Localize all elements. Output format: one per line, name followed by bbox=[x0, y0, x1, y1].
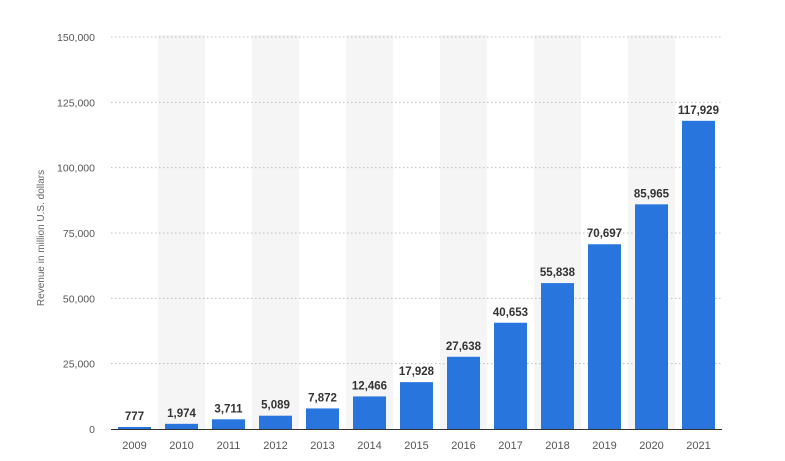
x-tick-label-2009: 2009 bbox=[122, 440, 146, 452]
y-tick-label: 25,000 bbox=[63, 359, 95, 371]
x-tick-label-2021: 2021 bbox=[686, 440, 710, 452]
data-label-2015: 17,928 bbox=[399, 366, 435, 378]
x-tick-label-2018: 2018 bbox=[545, 440, 569, 452]
data-labels: 777 1,974 3,711 5,089 7,872 12,466 17,928 27,63… bbox=[125, 105, 719, 423]
data-label-2012: 5,089 bbox=[261, 400, 290, 412]
bar-2015 bbox=[400, 382, 433, 429]
data-label-2018: 55,838 bbox=[540, 267, 576, 279]
column-shade bbox=[158, 35, 205, 429]
x-tick-label-2013: 2013 bbox=[310, 440, 334, 452]
y-tick-label: 100,000 bbox=[57, 163, 95, 175]
gridlines bbox=[111, 36, 722, 365]
column-shade bbox=[346, 35, 393, 429]
y-tick-label: 150,000 bbox=[57, 32, 95, 44]
y-tick-label: 125,000 bbox=[57, 97, 95, 109]
column-shade bbox=[252, 35, 299, 429]
data-label-2016: 27,638 bbox=[446, 341, 482, 353]
data-label-2017: 40,653 bbox=[493, 307, 528, 319]
x-tick-label-2014: 2014 bbox=[357, 440, 381, 452]
x-axis-ticks: 2009 2010 2011 2012 2013 2014 2015 2016 2017 2018… bbox=[122, 440, 710, 452]
bar-2016 bbox=[447, 356, 480, 429]
x-tick-label-2020: 2020 bbox=[639, 440, 663, 452]
bar-2020 bbox=[635, 204, 668, 429]
bar-2010 bbox=[165, 423, 198, 429]
bar-2017 bbox=[494, 322, 527, 429]
data-label-2011: 3,711 bbox=[214, 403, 243, 415]
y-tick-label: 0 bbox=[89, 424, 95, 436]
x-tick-label-2017: 2017 bbox=[498, 440, 522, 452]
bar-2021 bbox=[682, 120, 715, 430]
data-label-2021: 117,929 bbox=[678, 105, 719, 117]
bar-2009 bbox=[118, 426, 151, 429]
data-label-2020: 85,965 bbox=[634, 188, 670, 200]
data-label-2010: 1,974 bbox=[167, 408, 196, 420]
bar-2012 bbox=[259, 415, 292, 429]
x-tick-label-2012: 2012 bbox=[263, 440, 287, 452]
x-tick-label-2015: 2015 bbox=[404, 440, 428, 452]
bar-2014 bbox=[353, 396, 386, 429]
bar-2019 bbox=[588, 244, 621, 429]
bar-2011 bbox=[212, 419, 245, 429]
y-axis-ticks: 0 25,000 50,000 75,000 100,000 125,000 150,000 bbox=[57, 32, 95, 436]
x-tick-label-2019: 2019 bbox=[592, 440, 616, 452]
x-tick-label-2016: 2016 bbox=[451, 440, 475, 452]
data-label-2019: 70,697 bbox=[587, 228, 622, 240]
x-tick-label-2011: 2011 bbox=[217, 440, 241, 452]
data-label-2009: 777 bbox=[125, 411, 144, 423]
bars bbox=[118, 120, 715, 430]
y-tick-label: 50,000 bbox=[63, 293, 95, 305]
y-tick-label: 75,000 bbox=[63, 228, 95, 240]
bar-2013 bbox=[306, 408, 339, 429]
y-axis-title: Revenue in million U.S. dollars bbox=[36, 170, 47, 306]
x-tick-label-2010: 2010 bbox=[169, 440, 193, 452]
bar-2018 bbox=[541, 283, 574, 429]
data-label-2013: 7,872 bbox=[308, 392, 337, 404]
data-label-2014: 12,466 bbox=[352, 380, 387, 392]
